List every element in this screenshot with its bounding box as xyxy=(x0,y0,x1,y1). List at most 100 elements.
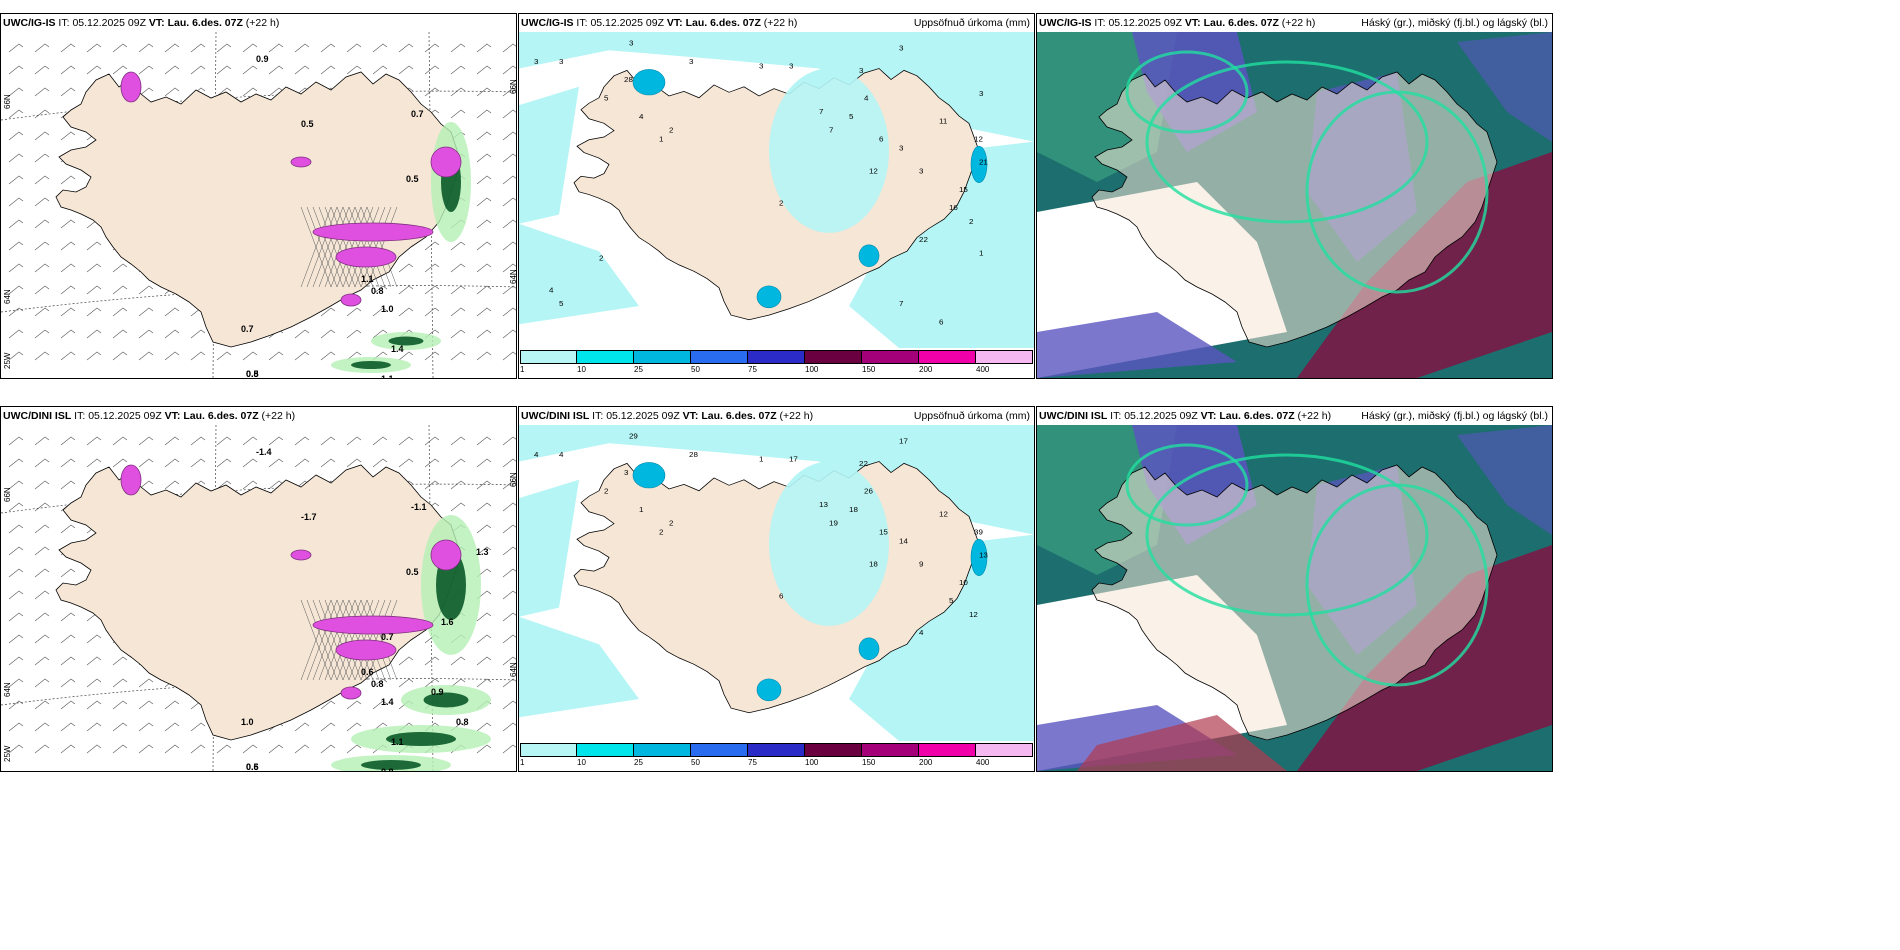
init-time: 05.12.2025 09Z xyxy=(1108,17,1182,29)
valid-label: VT: xyxy=(149,17,165,29)
precip-value: 17 xyxy=(899,437,908,446)
valid-label: VT: xyxy=(683,410,699,422)
axis-label-lat_64: 64N xyxy=(3,682,12,697)
precip-value: 2 xyxy=(599,254,603,263)
precip-value: 2 xyxy=(669,519,673,528)
valid-time: Lau. 6.des. 07Z xyxy=(1219,410,1294,422)
precip-value: 22 xyxy=(859,459,868,468)
snow-value-label: 0.7 xyxy=(241,324,254,334)
precip-value: 3 xyxy=(899,44,903,53)
precip-value: 2 xyxy=(604,487,608,496)
lead-time: (+22 h) xyxy=(764,17,798,29)
snow-value-label: 1.3 xyxy=(476,547,489,557)
model-name: UWC/DINI ISL xyxy=(3,410,71,422)
precip-value: 1 xyxy=(639,505,643,514)
precip-value: 2 xyxy=(659,528,663,537)
snow-value-label: 1.4 xyxy=(391,344,404,354)
colorbar-label: 100 xyxy=(805,365,818,374)
precip-value: 3 xyxy=(759,62,763,71)
lead-time: (+22 h) xyxy=(780,410,814,422)
init-time: 05.12.2025 09Z xyxy=(88,410,162,422)
precip-max xyxy=(633,462,665,488)
snow-value-label: 0.8 xyxy=(371,286,384,296)
precip-value: 29 xyxy=(629,432,638,441)
precip-value: 2 xyxy=(669,126,673,135)
axis-label-lat_66: 66N xyxy=(3,487,12,502)
precip-value: 14 xyxy=(899,537,909,546)
precip-value: 21 xyxy=(979,158,988,167)
map-area xyxy=(1037,32,1552,378)
lead-time: (+22 h) xyxy=(246,17,280,29)
colorbar-label: 400 xyxy=(976,758,989,767)
iceland-landmass xyxy=(56,72,461,347)
precip-value: 2 xyxy=(969,217,973,226)
precip-value: 19 xyxy=(829,519,838,528)
colorbar-label: 75 xyxy=(748,365,757,374)
precip-value: 3 xyxy=(629,39,633,48)
precip-value: 11 xyxy=(939,117,947,126)
snow-value-label: 0.5 xyxy=(246,369,259,378)
colorbar-label: 25 xyxy=(634,365,643,374)
init-label: IT: xyxy=(592,410,603,422)
precip-max xyxy=(859,245,879,267)
snow-value-label: 0.7 xyxy=(411,109,424,119)
snow-value-label: 1.4 xyxy=(381,697,394,707)
snow-value-label: 0.9 xyxy=(431,687,444,697)
cloud-map-panel-dini: UWC/DINI ISL IT: 05.12.2025 09Z VT: Lau.… xyxy=(1036,406,1553,772)
iceland-landmass xyxy=(56,465,461,740)
axis-label-lat_64: 64N xyxy=(3,289,12,304)
axis-label-lon_25: 25W xyxy=(3,353,12,369)
init-time: 05.12.2025 09Z xyxy=(72,17,146,29)
precip-value: 3 xyxy=(979,89,983,98)
precip-value: 7 xyxy=(829,126,833,135)
precip-value: 15 xyxy=(879,528,888,537)
precip-value: 18 xyxy=(869,560,878,569)
precip-value: 7 xyxy=(819,108,823,117)
snow-value-label: 0.5 xyxy=(246,762,259,771)
precip-value: 9 xyxy=(919,560,923,569)
precip-value: 15 xyxy=(959,185,968,194)
precip-value: 3 xyxy=(624,469,628,478)
snow-value-label: 1.6 xyxy=(441,617,454,627)
axis-label-lat_66: 66N xyxy=(3,94,12,109)
precip-value: 12 xyxy=(939,510,948,519)
precip-max xyxy=(633,69,665,95)
colorbar-label: 400 xyxy=(976,365,989,374)
snow-value-label: 1.0 xyxy=(381,304,394,314)
model-name: UWC/DINI ISL xyxy=(1039,410,1107,422)
valid-label: VT: xyxy=(165,410,181,422)
valid-label: VT: xyxy=(1201,410,1217,422)
precip-map-panel-ig: UWC/IG-IS IT: 05.12.2025 09Z VT: Lau. 6.… xyxy=(518,13,1035,379)
snow-value-label: 0.8 xyxy=(456,717,469,727)
init-time: 05.12.2025 09Z xyxy=(1124,410,1198,422)
snow-map-panel-dini: UWC/DINI ISL IT: 05.12.2025 09Z VT: Lau.… xyxy=(0,406,517,772)
map-area xyxy=(1037,425,1552,771)
precip-value: 4 xyxy=(559,450,564,459)
lead-time: (+22 h) xyxy=(1282,17,1316,29)
panel-header: UWC/IG-IS IT: 05.12.2025 09Z VT: Lau. 6.… xyxy=(1037,14,1552,32)
valid-time: Lau. 6.des. 07Z xyxy=(183,410,258,422)
lead-time: (+22 h) xyxy=(1298,410,1332,422)
panel-title: Uppsöfnuð úrkoma (mm) xyxy=(914,14,1030,32)
snow-value-label: 0.6 xyxy=(361,667,374,677)
precip-value: 12 xyxy=(969,610,978,619)
snow-value-label: 0.8 xyxy=(371,679,384,689)
precip-value: 3 xyxy=(689,57,693,66)
precip-value: 39 xyxy=(974,528,983,537)
snow-value-label: 0.5 xyxy=(301,119,314,129)
precip-value: 1 xyxy=(759,455,763,464)
axis-label-lon_25: 25W xyxy=(3,746,12,762)
precip-value: 13 xyxy=(979,551,988,560)
panel-title: Háský (gr.), miðský (fj.bl.) og lágský (… xyxy=(1361,407,1548,425)
precip-map-panel-dini: UWC/DINI ISL IT: 05.12.2025 09Z VT: Lau.… xyxy=(518,406,1035,772)
valid-label: VT: xyxy=(1185,17,1201,29)
colorbar-label: 75 xyxy=(748,758,757,767)
panel-header: UWC/DINI ISL IT: 05.12.2025 09Z VT: Lau.… xyxy=(1037,407,1552,425)
precip-value: 5 xyxy=(559,299,563,308)
precip-value: 16 xyxy=(949,203,958,212)
precip-value: 17 xyxy=(789,455,798,464)
snow-value-label: 0.5 xyxy=(406,174,419,184)
map-area: -1.4-1.7-1.10.50.60.81.41.00.60.80.51.11… xyxy=(1,425,516,771)
snow-value-label: -1.4 xyxy=(256,447,272,457)
axis-label-lat_64-right: 64N xyxy=(509,662,517,677)
